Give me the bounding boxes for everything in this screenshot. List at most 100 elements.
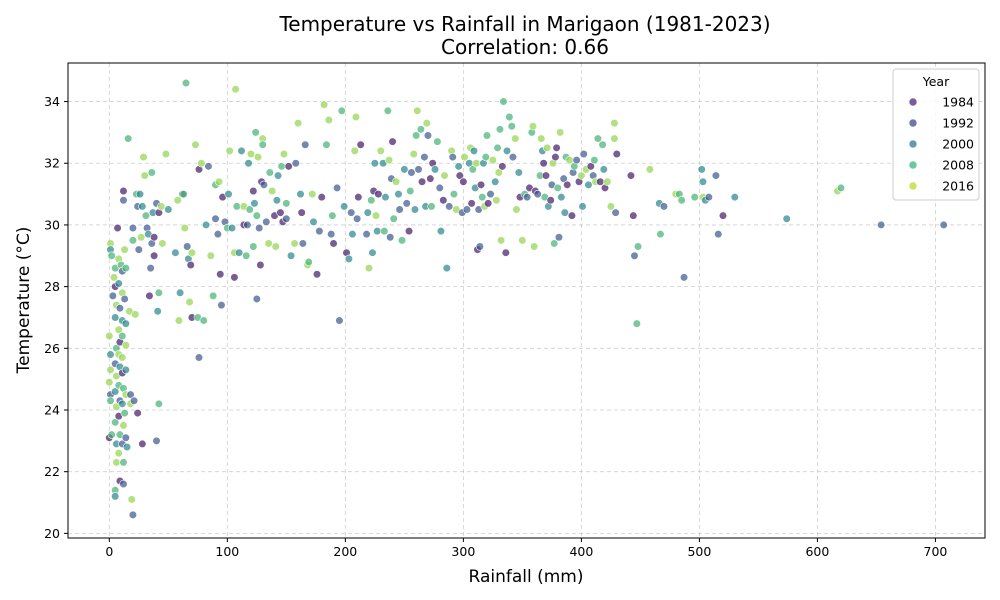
data-point (472, 159, 481, 168)
data-point (186, 260, 195, 270)
legend-marker (908, 139, 918, 149)
data-point (264, 239, 273, 248)
data-point (106, 396, 115, 405)
data-point (119, 196, 128, 205)
data-point (406, 186, 415, 196)
data-point (416, 125, 425, 134)
data-point (290, 239, 299, 248)
data-point (633, 242, 643, 251)
data-point (213, 230, 222, 239)
data-point (235, 248, 244, 257)
data-point (308, 189, 317, 199)
data-point (389, 214, 398, 223)
data-point (371, 211, 381, 220)
data-point (157, 202, 166, 211)
data-point (243, 220, 252, 230)
data-point (249, 186, 258, 196)
data-point (606, 202, 615, 211)
axis-ticks: 0 100 200 300 400 500 600 700 20 22 24 26 28 30 32 34 (44, 94, 947, 559)
data-point (252, 211, 261, 220)
data-point (556, 128, 565, 137)
data-point (140, 171, 149, 180)
data-point (427, 202, 436, 211)
data-point (698, 177, 708, 186)
data-point (495, 125, 505, 134)
data-point (121, 264, 130, 273)
data-point (603, 177, 612, 186)
data-point (126, 390, 135, 399)
data-point (370, 159, 379, 168)
data-point (530, 242, 539, 251)
data-point (611, 208, 620, 217)
data-point (484, 199, 493, 208)
data-point (105, 378, 114, 387)
data-point (255, 223, 264, 233)
data-point (284, 162, 293, 171)
legend-marker (908, 160, 918, 170)
data-point (119, 479, 128, 489)
data-point (246, 149, 256, 159)
data-point (514, 168, 523, 177)
data-point (154, 288, 163, 297)
data-point (171, 248, 180, 257)
data-point (560, 208, 569, 217)
data-point (128, 236, 138, 245)
data-point (563, 180, 572, 189)
data-point (579, 149, 588, 159)
data-point (546, 196, 555, 205)
data-point (488, 156, 497, 165)
data-point (499, 97, 508, 106)
data-point (599, 165, 608, 174)
data-point (541, 171, 551, 180)
data-point (319, 100, 329, 109)
data-point (353, 214, 362, 223)
data-point (141, 211, 150, 220)
legend: Year 1984 1992 2000 2008 2016 (892, 68, 980, 201)
legend-label: 2016 (942, 179, 974, 194)
data-point (363, 208, 372, 217)
data-point (265, 168, 274, 177)
data-point (552, 143, 561, 152)
data-point (383, 106, 392, 115)
data-point (114, 449, 123, 458)
data-point (133, 408, 142, 418)
data-point (402, 199, 411, 208)
data-point (119, 186, 128, 196)
data-point (590, 156, 599, 165)
data-point (244, 159, 253, 168)
data-point (384, 156, 394, 165)
data-point (697, 165, 706, 174)
data-point (282, 199, 291, 208)
data-point (645, 165, 654, 174)
data-point (836, 183, 846, 193)
data-point (610, 119, 619, 128)
data-point (508, 152, 518, 162)
data-point (578, 202, 587, 211)
data-point (115, 304, 125, 313)
data-point (442, 264, 451, 273)
data-point (711, 171, 721, 180)
y-tick-label: 22 (44, 464, 60, 479)
data-point (679, 273, 689, 282)
data-point (704, 193, 713, 202)
data-point (381, 193, 390, 202)
data-point (268, 186, 277, 196)
data-point (492, 196, 501, 205)
plot-frame (67, 62, 986, 539)
data-point (481, 152, 490, 162)
data-point (400, 165, 409, 174)
x-tick-label: 200 (333, 544, 357, 559)
data-point (332, 183, 342, 193)
data-point (124, 134, 133, 143)
data-point (224, 189, 233, 199)
data-point (347, 208, 356, 217)
data-point (121, 365, 130, 374)
data-point (249, 242, 258, 251)
data-point (505, 112, 514, 122)
data-point (630, 251, 639, 260)
data-point (109, 273, 119, 282)
legend-label: 2000 (942, 137, 974, 152)
data-point (449, 189, 459, 199)
data-point (435, 183, 444, 193)
